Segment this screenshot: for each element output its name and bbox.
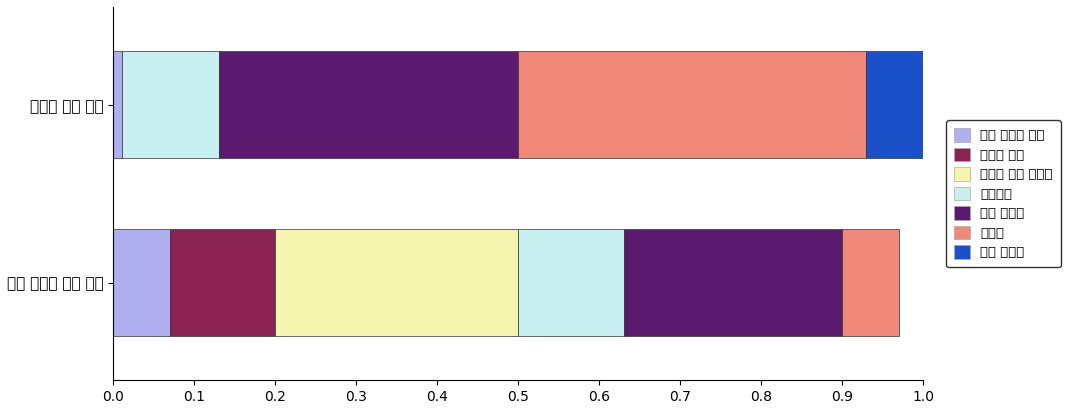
Bar bbox=[843, 229, 899, 336]
Bar bbox=[113, 51, 122, 158]
Bar bbox=[170, 229, 276, 336]
Bar bbox=[219, 51, 518, 158]
Bar bbox=[518, 229, 624, 336]
Bar bbox=[518, 51, 866, 158]
Bar bbox=[276, 229, 518, 336]
Bar bbox=[866, 51, 923, 158]
Bar bbox=[122, 51, 219, 158]
Bar bbox=[113, 229, 170, 336]
Bar bbox=[624, 229, 843, 336]
Legend: 전혀 그렇지 않다, 그렇지 않다, 그렇지 않은 편이다, 보통이다, 그런 편이다, 그렇다, 매우 그렇다: 전혀 그렇지 않다, 그렇지 않다, 그렇지 않은 편이다, 보통이다, 그런 … bbox=[946, 120, 1061, 267]
